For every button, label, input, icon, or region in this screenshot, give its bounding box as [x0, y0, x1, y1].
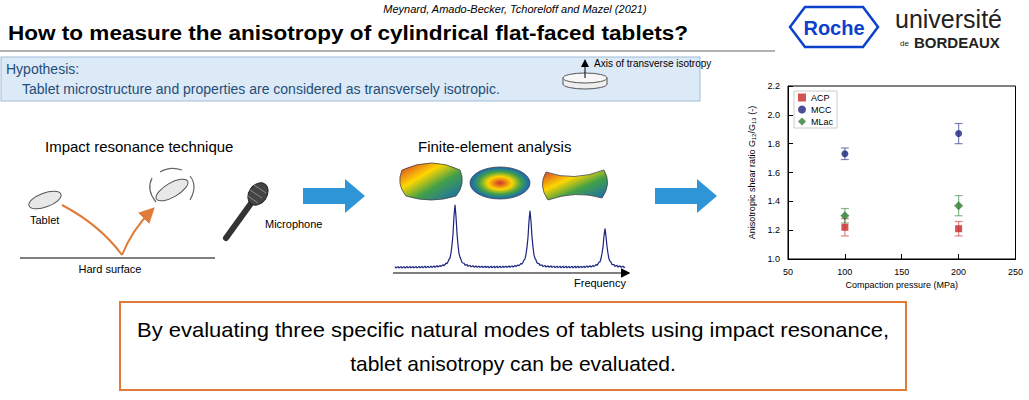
- svg-text:Microphone: Microphone: [265, 218, 322, 230]
- svg-text:2.0: 2.0: [767, 110, 780, 120]
- svg-text:Finite-element analysis: Finite-element analysis: [418, 138, 571, 155]
- svg-text:Tablet microstructure and prop: Tablet microstructure and properties are…: [22, 81, 500, 97]
- svg-text:Compaction pressure (MPa): Compaction pressure (MPa): [845, 280, 958, 290]
- svg-text:50: 50: [783, 267, 793, 277]
- svg-text:250: 250: [1008, 267, 1023, 277]
- svg-text:ACP: ACP: [811, 93, 830, 103]
- svg-text:1.8: 1.8: [767, 139, 780, 149]
- svg-text:MLac: MLac: [811, 117, 834, 127]
- svg-text:MCC: MCC: [811, 105, 832, 115]
- svg-text:université: université: [895, 5, 1002, 33]
- svg-text:Hypothesis:: Hypothesis:: [6, 61, 79, 77]
- svg-text:Hard surface: Hard surface: [79, 263, 142, 275]
- svg-text:Roche: Roche: [803, 17, 864, 39]
- svg-text:Anisotropic shear ratio G₁₂/G₁: Anisotropic shear ratio G₁₂/G₁₃ (-): [747, 106, 757, 239]
- svg-text:By evaluating three specific n: By evaluating three specific natural mod…: [137, 318, 889, 341]
- svg-text:200: 200: [951, 267, 966, 277]
- svg-text:Tablet: Tablet: [30, 214, 59, 226]
- svg-text:150: 150: [894, 267, 909, 277]
- svg-text:1.0: 1.0: [767, 254, 780, 264]
- svg-text:Frequency: Frequency: [574, 277, 626, 289]
- svg-text:Impact resonance technique: Impact resonance technique: [45, 138, 233, 155]
- svg-text:1.4: 1.4: [767, 196, 780, 206]
- svg-text:1.6: 1.6: [767, 168, 780, 178]
- svg-text:de: de: [900, 39, 909, 48]
- svg-text:100: 100: [837, 267, 852, 277]
- svg-text:Axis of transverse isotropy: Axis of transverse isotropy: [594, 58, 711, 69]
- svg-text:BORDEAUX: BORDEAUX: [914, 34, 1000, 51]
- svg-text:How to measure the anisotropy: How to measure the anisotropy of cylindr…: [8, 22, 688, 44]
- svg-text:tablet anisotropy can be evalu: tablet anisotropy can be evaluated.: [350, 352, 676, 375]
- svg-text:1.2: 1.2: [767, 225, 780, 235]
- svg-text:Meynard, Amado-Becker, Tchorel: Meynard, Amado-Becker, Tchoreloff and Ma…: [383, 3, 647, 15]
- svg-text:2.2: 2.2: [767, 81, 780, 91]
